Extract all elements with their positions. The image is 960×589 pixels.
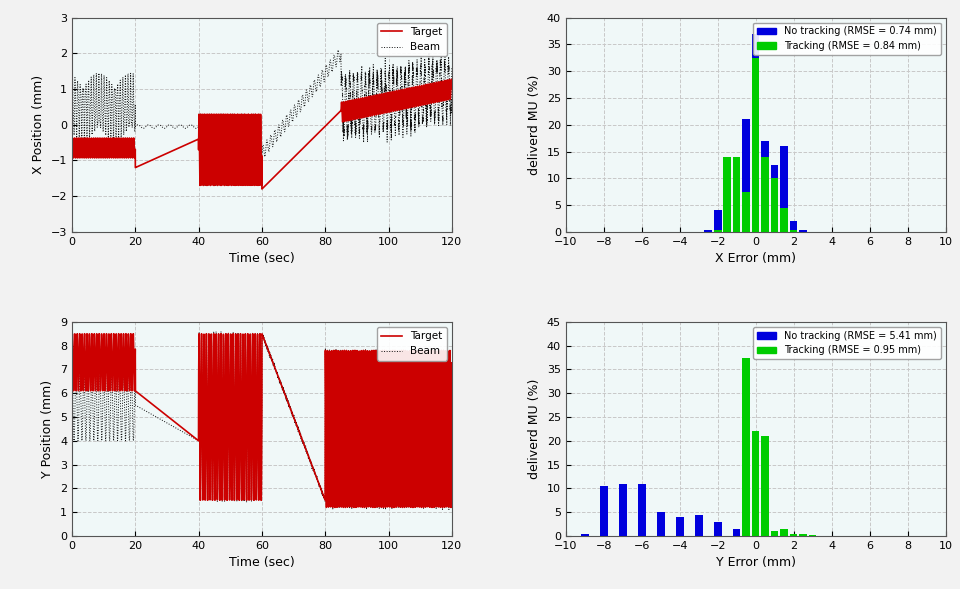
Y-axis label: Y Position (mm): Y Position (mm): [41, 380, 55, 478]
Target: [228, 474, 240, 481]
Bar: [724, 191, 731, 232]
Bar: [752, 431, 759, 536]
Beam: [435, 59, 446, 67]
Bar: [790, 534, 798, 536]
Beam: [332, 47, 344, 54]
Y-axis label: deliverd MU (%): deliverd MU (%): [528, 75, 541, 175]
Beam: [446, 360, 458, 367]
Target: [435, 502, 446, 509]
Target: [445, 76, 457, 83]
Bar: [657, 512, 664, 536]
Bar: [638, 484, 645, 536]
X-axis label: Time (sec): Time (sec): [229, 557, 295, 570]
Target: [329, 504, 341, 511]
Bar: [790, 230, 798, 232]
Target: [446, 85, 458, 92]
Bar: [742, 358, 750, 536]
Beam: [66, 366, 78, 373]
Legend: Target, Beam: Target, Beam: [377, 23, 446, 57]
Beam: [343, 121, 354, 128]
Bar: [780, 529, 788, 536]
Bar: [809, 535, 816, 536]
Target: [66, 343, 78, 350]
Legend: Target, Beam: Target, Beam: [377, 327, 446, 360]
X-axis label: Y Error (mm): Y Error (mm): [716, 557, 796, 570]
Beam: [215, 328, 227, 335]
Bar: [771, 178, 779, 232]
Bar: [771, 165, 779, 232]
Beam: [226, 471, 237, 478]
Beam: [435, 493, 446, 500]
Bar: [780, 146, 788, 232]
Target: [416, 504, 427, 511]
Bar: [600, 486, 608, 536]
Bar: [714, 210, 722, 232]
Target: [343, 422, 354, 429]
Target: [435, 87, 446, 94]
Beam: [343, 442, 354, 449]
Target: [256, 186, 268, 193]
Bar: [752, 34, 759, 232]
Y-axis label: X Position (mm): X Position (mm): [32, 75, 45, 174]
X-axis label: X Error (mm): X Error (mm): [715, 252, 796, 265]
Legend: No tracking (RMSE = 0.74 mm), Tracking (RMSE = 0.84 mm): No tracking (RMSE = 0.74 mm), Tracking (…: [753, 22, 941, 55]
Beam: [66, 96, 78, 103]
Bar: [732, 157, 740, 232]
Beam: [228, 157, 240, 164]
Bar: [695, 515, 703, 536]
Beam: [416, 70, 427, 77]
Beam: [203, 182, 214, 189]
Bar: [780, 208, 788, 232]
Beam: [247, 180, 258, 187]
Bar: [761, 436, 769, 536]
Target: [226, 182, 237, 189]
Bar: [742, 120, 750, 232]
Bar: [800, 230, 807, 232]
Target: [416, 89, 427, 96]
Line: Target: Target: [72, 334, 452, 508]
Target: [66, 144, 78, 151]
Bar: [724, 157, 731, 232]
Bar: [732, 157, 740, 232]
Bar: [705, 230, 712, 232]
Bar: [771, 531, 779, 536]
Bar: [714, 522, 722, 536]
Target: [446, 359, 458, 366]
Bar: [714, 230, 722, 232]
Line: Beam: Beam: [72, 332, 452, 510]
Bar: [800, 534, 807, 536]
Bar: [581, 534, 588, 536]
Bar: [676, 517, 684, 536]
Bar: [761, 141, 769, 232]
Line: Beam: Beam: [72, 50, 452, 186]
Beam: [247, 331, 258, 338]
Target: [247, 333, 258, 340]
Legend: No tracking (RMSE = 5.41 mm), Tracking (RMSE = 0.95 mm): No tracking (RMSE = 5.41 mm), Tracking (…: [753, 327, 941, 359]
Target: [343, 98, 354, 105]
Target: [208, 330, 220, 337]
Beam: [437, 507, 448, 514]
Bar: [790, 221, 798, 232]
Bar: [732, 529, 740, 536]
Bar: [752, 534, 759, 536]
Bar: [761, 157, 769, 232]
Target: [247, 171, 258, 178]
Line: Target: Target: [72, 80, 452, 189]
Target: [226, 472, 237, 479]
Y-axis label: deliverd MU (%): deliverd MU (%): [528, 379, 541, 479]
Beam: [416, 503, 427, 510]
Bar: [619, 484, 627, 536]
Bar: [771, 535, 779, 536]
Beam: [228, 474, 240, 481]
Beam: [226, 178, 237, 186]
Beam: [446, 63, 458, 70]
Bar: [742, 191, 750, 232]
Bar: [752, 58, 759, 232]
Target: [228, 140, 240, 147]
X-axis label: Time (sec): Time (sec): [229, 252, 295, 265]
